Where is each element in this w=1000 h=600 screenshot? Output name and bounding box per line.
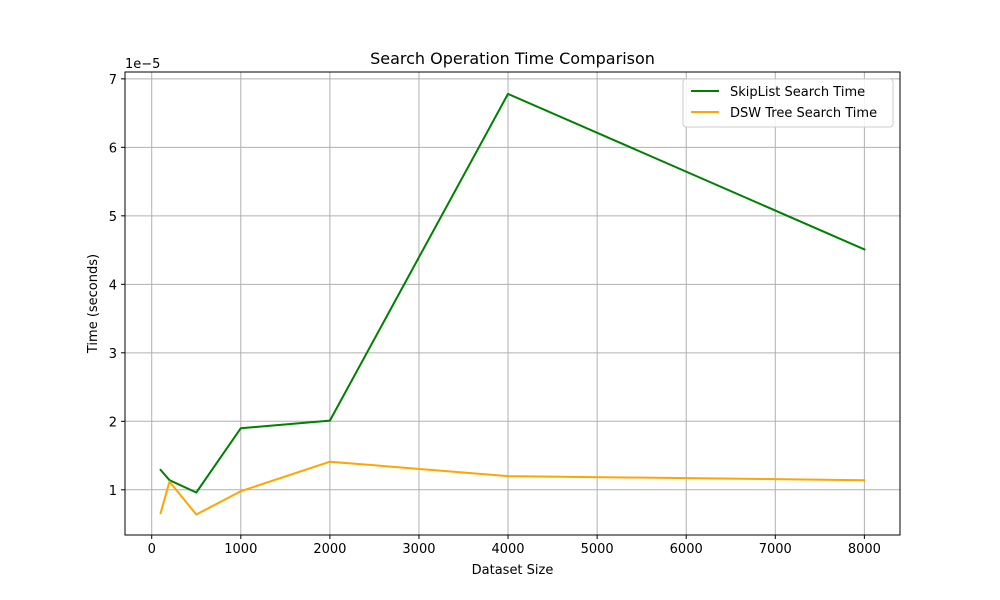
y-tick-label: 5 [109, 210, 117, 225]
series-lines [159, 92, 866, 516]
x-tick-label: 5000 [581, 542, 614, 557]
y-tick-label: 7 [109, 73, 117, 88]
x-tick-label: 0 [148, 542, 156, 557]
series-line-0 [159, 92, 866, 494]
x-tick-label: 1000 [224, 542, 257, 557]
x-tick-label: 3000 [402, 542, 435, 557]
y-axis-title: Time (seconds) [86, 254, 101, 354]
y-tick-label: 6 [109, 141, 117, 156]
x-tick-label: 6000 [670, 542, 703, 557]
axis-ticks: 0 1000 2000 3000 4000 5000 6000 7000 8000 1 2 3 4 5 6 7 [109, 73, 881, 557]
chart-title: Search Operation Time Comparison [370, 49, 655, 68]
x-tick-label: 7000 [759, 542, 792, 557]
y-tick-label: 4 [109, 278, 117, 293]
legend-label-1: DSW Tree Search Time [730, 106, 877, 121]
x-tick-label: 4000 [491, 542, 524, 557]
y-tick-label: 1 [109, 484, 117, 499]
plot-frame [124, 71, 901, 536]
y-tick-label: 2 [109, 415, 117, 430]
series-line-1 [159, 460, 866, 516]
y-tick-label: 3 [109, 347, 117, 362]
x-axis-title: Dataset Size [472, 563, 554, 578]
legend: SkipList Search Time DSW Tree Search Time [682, 78, 894, 128]
x-tick-label: 2000 [313, 542, 346, 557]
y-axis-offset-label: 1e−5 [125, 57, 160, 72]
legend-label-0: SkipList Search Time [730, 85, 865, 100]
legend-frame [682, 78, 894, 128]
grid-lines [125, 72, 900, 535]
x-tick-label: 8000 [848, 542, 881, 557]
